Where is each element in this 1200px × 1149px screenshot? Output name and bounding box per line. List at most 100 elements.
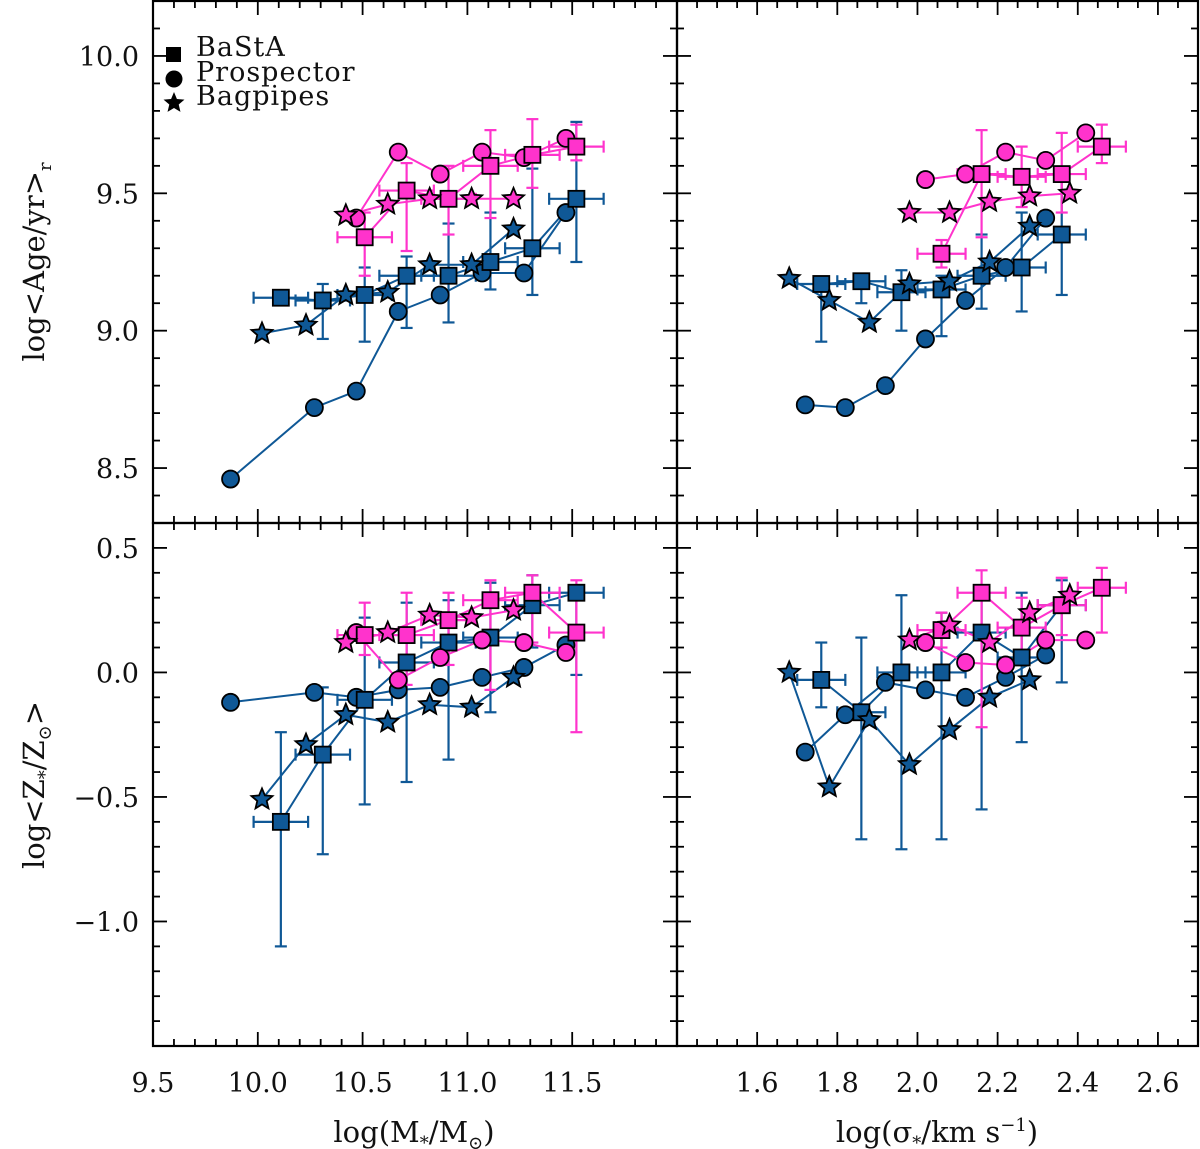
legend-square-marker	[166, 47, 181, 62]
data-point-circle	[430, 677, 450, 697]
markers-prospector-blue	[221, 203, 576, 489]
markers-basta-magenta	[932, 578, 1111, 639]
data-point-star	[1057, 179, 1083, 205]
data-point-square	[439, 633, 458, 652]
x-tick-label: 1.6	[736, 1068, 779, 1099]
series-prospector-blue	[805, 217, 1047, 409]
data-point-star	[333, 701, 359, 726]
x-axis-label-sigma: log(σ*/km s−1)	[836, 1115, 1038, 1149]
data-point-circle	[956, 164, 975, 184]
data-point-square	[397, 181, 416, 200]
y-axis-label-metallicity: log<Z*/Z⊙>	[17, 701, 56, 869]
markers-basta-magenta	[355, 137, 586, 247]
data-point-circle	[472, 630, 492, 650]
data-point-star	[936, 611, 963, 636]
data-point-star	[856, 309, 883, 334]
legend-label-basta: BaStA	[196, 32, 286, 63]
data-point-circle	[916, 170, 935, 189]
data-point-square	[567, 137, 586, 156]
data-point-circle	[388, 670, 408, 690]
data-point-circle	[835, 705, 855, 725]
data-point-square	[932, 244, 951, 263]
data-point-square	[1052, 165, 1071, 183]
data-point-square	[313, 745, 332, 764]
x-tick-label: 11.5	[542, 1068, 602, 1099]
data-point-star	[936, 716, 963, 741]
data-point-square	[271, 288, 290, 307]
data-point-star	[249, 320, 275, 345]
data-point-square	[439, 611, 458, 630]
legend-label-prospector: Prospector	[196, 57, 356, 88]
panel-top-right	[675, 0, 1200, 525]
error-bar	[336, 266, 394, 343]
series-prospector-blue	[229, 211, 567, 480]
data-point-star	[500, 596, 527, 621]
markers-basta-blue	[271, 583, 586, 831]
markers-prospector-magenta	[346, 128, 576, 228]
data-point-star	[500, 185, 527, 210]
data-point-star	[1016, 182, 1043, 207]
data-point-square	[1052, 225, 1071, 244]
y-tick-label: 0.0	[96, 658, 139, 689]
data-point-star	[976, 629, 1003, 654]
data-point-circle	[956, 687, 975, 707]
data-point-circle	[346, 381, 366, 401]
data-point-circle	[996, 142, 1016, 162]
y-tick-label: 9.5	[96, 179, 139, 210]
data-point-star	[416, 601, 443, 626]
data-point-square	[567, 189, 586, 208]
data-point-star	[776, 659, 802, 684]
data-point-star	[776, 265, 802, 290]
data-point-square	[397, 266, 416, 285]
panel-frame	[151, 521, 679, 1048]
error-bar	[252, 731, 310, 948]
data-point-square	[1012, 648, 1031, 667]
data-point-star	[458, 604, 485, 629]
markers-bagpipes-magenta	[896, 179, 1083, 224]
data-point-star	[375, 619, 401, 644]
legend-circle-marker	[165, 70, 183, 88]
data-point-star	[249, 786, 275, 811]
markers-prospector-blue	[795, 208, 1056, 418]
data-point-star	[375, 190, 401, 216]
markers-bagpipes-blue	[776, 659, 1043, 798]
markers-prospector-blue	[795, 645, 1056, 762]
data-point-star	[896, 751, 923, 776]
x-tick-label: 11.0	[437, 1068, 497, 1099]
data-point-star	[1057, 581, 1083, 607]
error-bar	[548, 579, 605, 734]
data-point-star	[936, 199, 963, 224]
data-point-circle	[795, 742, 815, 762]
data-point-star	[375, 708, 401, 734]
data-point-square	[852, 272, 871, 291]
data-point-star	[458, 185, 485, 210]
data-point-circle	[304, 682, 324, 702]
data-point-star	[896, 626, 923, 651]
data-point-star	[816, 287, 842, 312]
data-point-circle	[956, 291, 975, 310]
markers-prospector-magenta	[916, 630, 1096, 675]
data-point-star	[293, 731, 319, 756]
data-point-star	[816, 773, 842, 798]
y-tick-label: −0.5	[73, 783, 139, 814]
data-point-circle	[221, 469, 240, 489]
markers-bagpipes-magenta	[333, 596, 527, 654]
panel-top-left: 8.5 9.0 9.5 10.0	[79, 0, 679, 525]
y-tick-label: −1.0	[73, 907, 139, 938]
series-basta-blue	[252, 574, 605, 948]
data-point-square	[892, 663, 911, 682]
panel-frame	[675, 521, 1200, 1048]
data-point-square	[523, 239, 542, 258]
legend: BaStA Prospector Bagpipes	[163, 32, 356, 112]
series-line	[261, 676, 515, 801]
data-point-star	[1016, 212, 1043, 238]
data-point-circle	[1036, 630, 1056, 650]
data-point-star	[896, 199, 923, 224]
data-point-circle	[835, 398, 855, 418]
data-point-star	[293, 311, 319, 336]
data-point-circle	[472, 668, 492, 687]
data-point-square	[355, 690, 374, 709]
markers-basta-blue	[812, 225, 1071, 302]
data-point-square	[439, 189, 458, 208]
data-point-square	[439, 266, 458, 285]
